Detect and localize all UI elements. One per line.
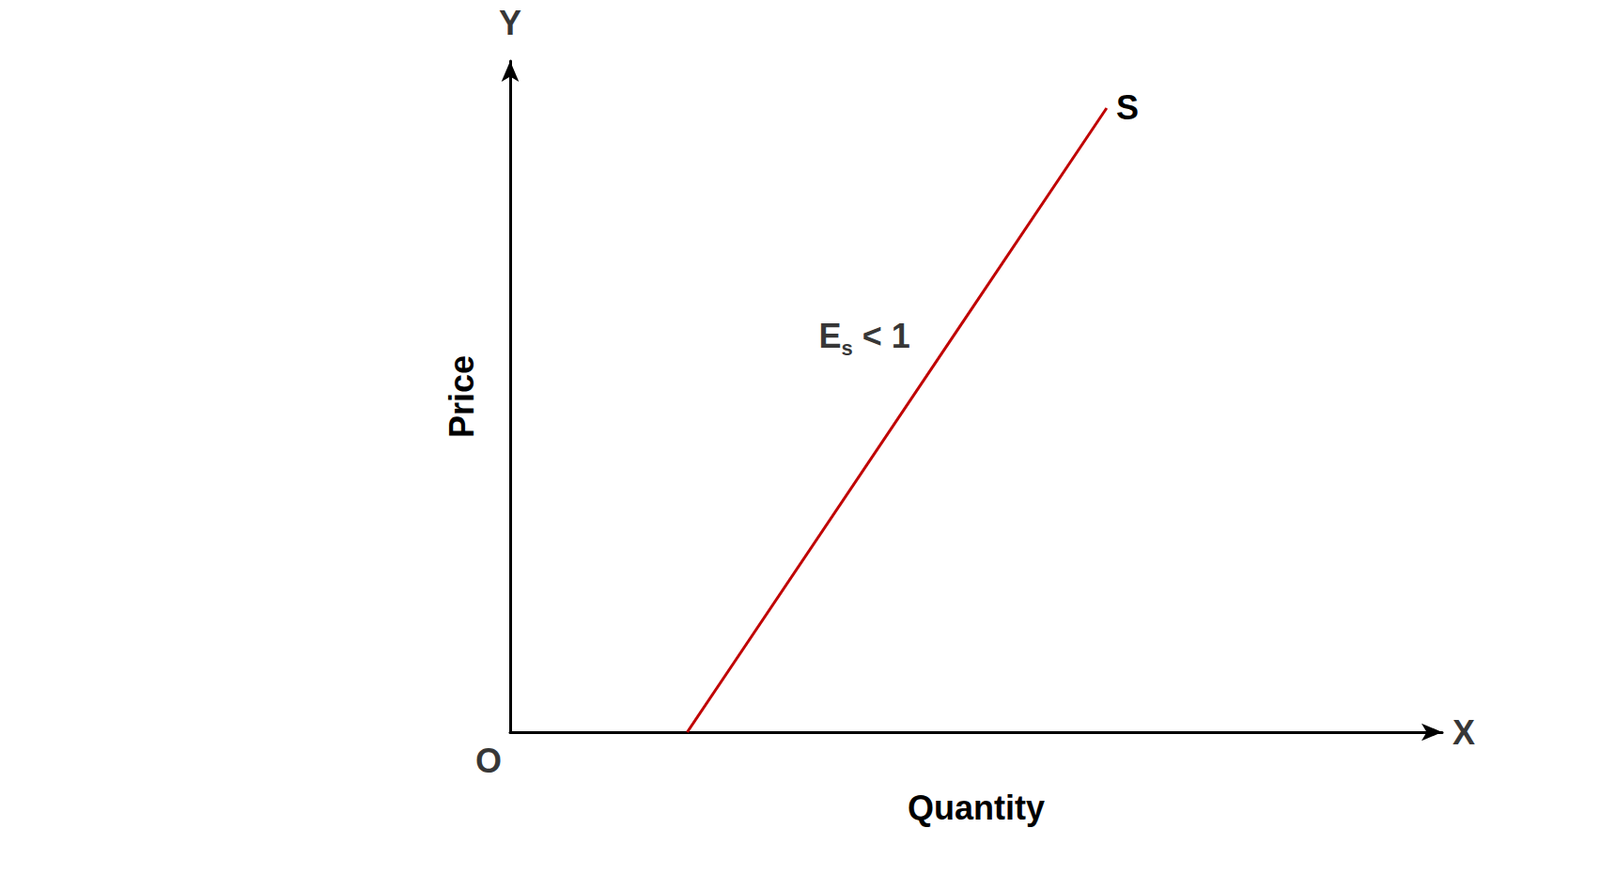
svg-text:< 1: < 1 <box>853 316 911 356</box>
svg-text:S: S <box>1116 88 1139 127</box>
svg-text:O: O <box>475 741 502 780</box>
svg-text:Quantity: Quantity <box>907 788 1045 827</box>
svg-text:E: E <box>818 316 841 356</box>
svg-text:s: s <box>840 336 853 360</box>
svg-text:Price: Price <box>442 355 482 438</box>
svg-text:Y: Y <box>498 3 522 43</box>
svg-text:X: X <box>1452 713 1476 752</box>
